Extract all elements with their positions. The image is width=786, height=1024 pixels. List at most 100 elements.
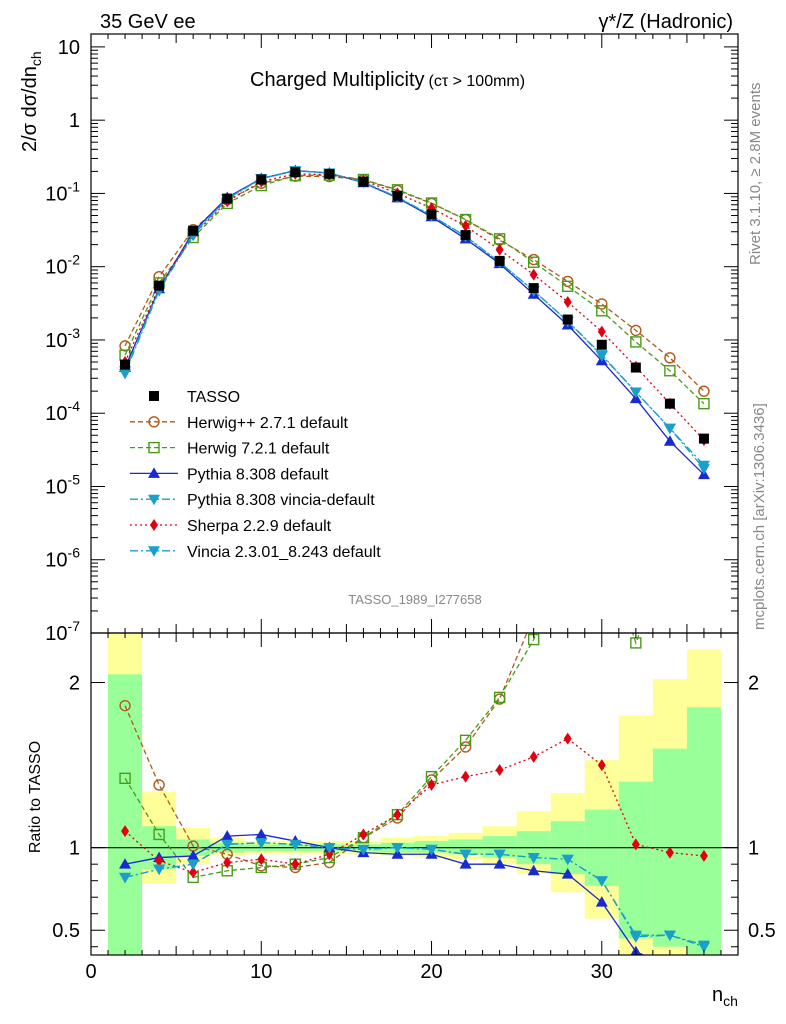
series-0-point	[664, 352, 676, 364]
y-tick-label: 10-5	[45, 471, 80, 498]
data-point	[664, 398, 675, 409]
legend-marker	[148, 441, 160, 454]
legend-label: Pythia 8.308 vincia-default	[187, 492, 375, 509]
legend-marker	[148, 494, 160, 506]
series-5-ratio-point	[221, 839, 234, 851]
series-1-ratio-point	[665, 545, 675, 555]
series-0-ratio-point	[699, 281, 709, 291]
series-4-ratio-point	[291, 858, 300, 871]
series-4-ratio-point	[223, 856, 232, 869]
series-4-ratio-point	[257, 853, 266, 866]
series-0-line	[124, 175, 705, 392]
legend-label: Herwig 7.2.1 default	[187, 441, 330, 458]
series-0-ratio-point	[597, 413, 607, 423]
series-1-point	[630, 336, 642, 348]
series-2-ratio-point	[187, 849, 200, 861]
chart-title: Charged Multiplicity (cτ > 100mm)	[250, 69, 525, 91]
data-point	[562, 314, 573, 325]
series-0-ratio-point	[529, 611, 539, 621]
axes-ticks: 0 10 20 30 10 1 10-1 10-2 10-3 10-4 10-5 10-6 10-7 2 2…	[45, 34, 776, 983]
series-1-point	[698, 397, 710, 410]
series-1-ratio-point	[153, 828, 165, 841]
series-2-point	[663, 435, 676, 446]
series-5-ratio-point	[255, 838, 268, 849]
series-5-ratio-point	[119, 872, 132, 884]
y-axis-label: 2/σ dσ/dnch	[19, 51, 44, 152]
series-1-ratio-point	[699, 512, 709, 522]
series-4-ratio-point	[665, 846, 674, 859]
series-4-line	[124, 173, 705, 441]
series-5-point	[697, 464, 710, 475]
band-inner-17	[686, 707, 721, 955]
series-5-ratio-point	[561, 854, 574, 866]
ratio-tick-label-right: 0.5	[748, 920, 776, 942]
series-5-ratio-point	[493, 849, 506, 861]
mcplots-credit-label: mcplots.cern.ch [arXiv:1306.3436]	[751, 403, 768, 630]
legend-entry: Sherpa 2.2.9 default	[130, 518, 332, 535]
series-5-ratio-point	[425, 844, 438, 856]
data-point	[392, 190, 403, 201]
series-0-point	[153, 271, 165, 283]
x-tick-label: 20	[420, 961, 442, 983]
data-point	[290, 167, 301, 178]
series-4-ratio-point	[121, 825, 130, 838]
y-tick-label: 10-4	[45, 398, 80, 425]
data-point	[460, 230, 471, 241]
y-tick-label: 10-2	[45, 252, 80, 279]
series-0-ratio-point	[119, 699, 131, 712]
data-point	[222, 193, 233, 204]
legend-label: Vincia 2.3.01_8.243 default	[187, 544, 381, 561]
ratio-tick-label: 1	[69, 838, 80, 860]
legend-marker	[149, 391, 159, 401]
series-4-point	[461, 219, 470, 232]
rivet-version-label: Rivet 3.1.10, ≥ 2.8M events	[747, 83, 764, 266]
legend-entry: Vincia 2.3.01_8.243 default	[130, 544, 381, 561]
x-tick-label: 10	[250, 961, 272, 983]
series-2-ratio-point	[698, 966, 710, 977]
series-4-ratio-point	[189, 866, 198, 879]
series-5-line	[124, 170, 705, 470]
ratio-axis-label: Ratio to TASSO	[27, 741, 44, 853]
series-5-point	[119, 368, 132, 380]
series-5-point	[629, 387, 642, 398]
series-5-point	[663, 423, 676, 435]
series-4-point	[529, 268, 538, 281]
series-5-ratio-point	[289, 839, 302, 851]
series-1-point	[596, 305, 608, 317]
series-4-ratio-point	[631, 838, 640, 851]
header-right: γ*/Z (Hadronic)	[599, 11, 733, 33]
series-1-point	[664, 365, 676, 377]
band-inner-11	[482, 836, 517, 858]
y-tick-label: 10-7	[45, 618, 80, 645]
series-4-point	[597, 325, 606, 338]
legend-entry: Pythia 8.308 vincia-default	[130, 492, 375, 509]
data-point	[528, 283, 539, 294]
series-4-ratio-point	[325, 848, 334, 861]
data-point	[494, 255, 505, 266]
data-point	[596, 339, 607, 350]
legend-entry: TASSO	[149, 389, 240, 406]
series-0-ratio-point	[459, 741, 472, 753]
x-axis-label: nch	[712, 984, 738, 1009]
data-point	[154, 280, 165, 291]
series-1-ratio-point	[493, 691, 506, 704]
series-4-ratio-point	[597, 759, 606, 772]
series-0-ratio-point	[631, 479, 641, 489]
series-2-ratio-point	[255, 828, 268, 839]
series-0-point	[630, 324, 642, 337]
legend-entry: Pythia 8.308 default	[130, 466, 329, 483]
legend-marker	[148, 467, 160, 478]
series-5-ratio-point	[527, 853, 540, 864]
series-0-point	[698, 385, 710, 397]
series-1-ratio-point	[563, 539, 573, 549]
data-point	[120, 359, 131, 370]
series-2-ratio-point	[527, 864, 540, 876]
legend-label: Herwig++ 2.7.1 default	[187, 415, 349, 432]
data-point	[630, 362, 641, 373]
series-2-ratio-point	[119, 858, 132, 869]
series-4-ratio-point	[359, 828, 368, 841]
y-tick-label: 1	[69, 110, 80, 132]
x-tick-label: 30	[591, 961, 613, 983]
x-tick-label: 0	[85, 961, 96, 983]
